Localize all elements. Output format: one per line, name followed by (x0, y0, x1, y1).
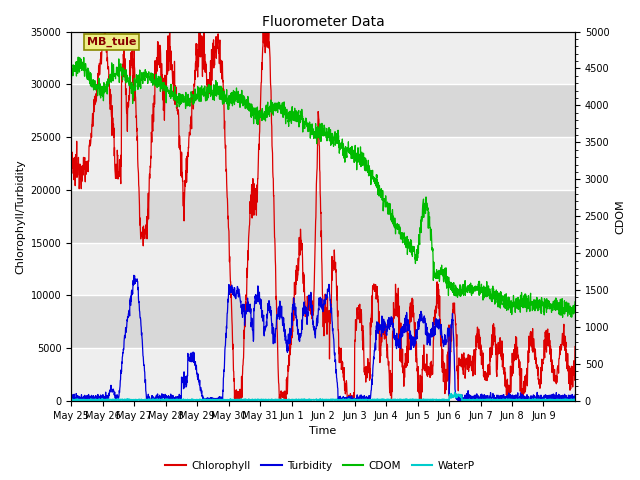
WaterP (451, 390, 459, 396)
CDOM (312, 125, 320, 131)
CDOM (93, 82, 101, 88)
Y-axis label: CDOM: CDOM (615, 199, 625, 234)
Line: Chlorophyll: Chlorophyll (71, 12, 575, 416)
Turbidity (557, 396, 564, 402)
Bar (71, 242, 575, 295)
Legend: Chlorophyll, Turbidity, CDOM, WaterP: Chlorophyll, Turbidity, CDOM, WaterP (161, 456, 479, 475)
Bar (71, 137, 575, 190)
Turbidity (130, 273, 138, 278)
Chlorophyll (557, 342, 564, 348)
Turbidity (557, 395, 564, 400)
Turbidity (571, 392, 579, 398)
Chlorophyll (557, 345, 564, 350)
CDOM (74, 54, 82, 60)
Turbidity (465, 398, 472, 404)
CDOM (299, 119, 307, 125)
Bar (71, 32, 575, 84)
CDOM (571, 299, 579, 305)
Turbidity (67, 396, 75, 402)
Y-axis label: Chlorophyll/Turbidity: Chlorophyll/Turbidity (15, 159, 25, 274)
WaterP (557, 397, 564, 403)
Text: MB_tule: MB_tule (87, 37, 136, 47)
Chlorophyll (93, 86, 100, 92)
Chlorophyll (67, 168, 75, 173)
Line: Turbidity: Turbidity (71, 276, 575, 401)
CDOM (557, 312, 564, 318)
WaterP (557, 396, 564, 402)
Chlorophyll (166, 9, 173, 15)
WaterP (465, 397, 472, 403)
Turbidity (69, 398, 77, 404)
WaterP (67, 396, 75, 402)
Line: WaterP: WaterP (71, 393, 575, 401)
WaterP (299, 396, 307, 402)
Title: Fluorometer Data: Fluorometer Data (262, 15, 385, 29)
Chlorophyll (282, 413, 290, 419)
Turbidity (93, 393, 101, 399)
Bar (71, 348, 575, 401)
Chlorophyll (465, 351, 472, 357)
WaterP (93, 397, 100, 403)
Chlorophyll (313, 174, 321, 180)
Turbidity (313, 315, 321, 321)
CDOM (67, 70, 75, 75)
Chlorophyll (300, 281, 307, 287)
Chlorophyll (571, 344, 579, 349)
Line: CDOM: CDOM (71, 57, 575, 317)
CDOM (464, 283, 472, 288)
Turbidity (300, 312, 307, 318)
WaterP (571, 397, 579, 403)
X-axis label: Time: Time (309, 426, 337, 436)
WaterP (312, 397, 320, 403)
CDOM (557, 297, 564, 302)
WaterP (346, 398, 353, 404)
CDOM (559, 314, 566, 320)
